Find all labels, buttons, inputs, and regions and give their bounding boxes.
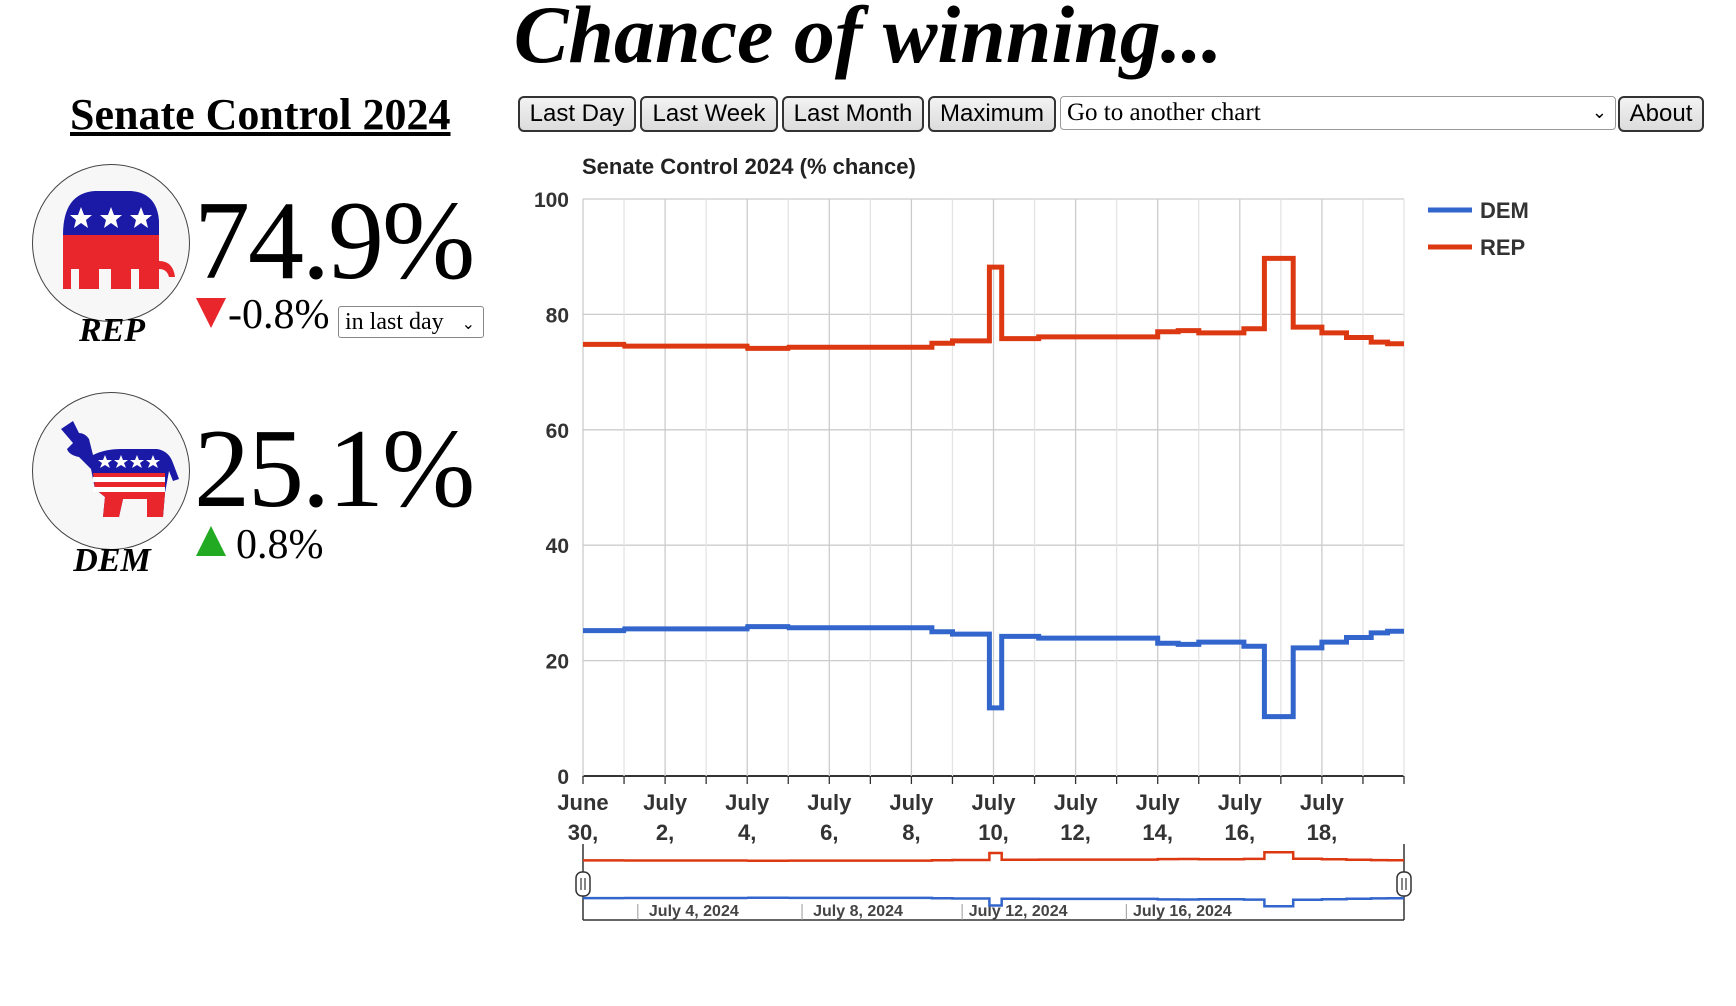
rep-change: -0.8% (228, 292, 330, 338)
y-tick-label: 40 (546, 535, 569, 558)
series-line-rep (583, 255, 1404, 351)
navigator-date-label: July 16, 2024 (1133, 903, 1232, 920)
up-arrow-icon (196, 526, 226, 556)
chevron-down-icon: ⌄ (1591, 102, 1607, 123)
dem-label: DEM (73, 542, 151, 579)
x-tick-label: July (643, 790, 688, 815)
x-tick-label: July (971, 790, 1016, 815)
last-month-button[interactable]: Last Month (782, 96, 924, 132)
x-tick-label: July (889, 790, 934, 815)
x-tick-label-line2: 14, (1142, 820, 1173, 845)
chart-title: Senate Control 2024 (% chance) (582, 154, 916, 179)
market-title[interactable]: Senate Control 2024 (70, 90, 451, 139)
y-tick-label: 100 (534, 189, 569, 212)
x-tick-label-line2: 18, (1307, 820, 1338, 845)
dem-logo (32, 392, 190, 550)
series-line-dem (583, 624, 1404, 720)
y-tick-label: 0 (557, 766, 569, 789)
rep-label: REP (78, 312, 146, 349)
dem-change: 0.8% (236, 522, 324, 568)
range-navigator[interactable]: July 4, 2024 July 8, 2024 July 12, 2024 Jul… (575, 844, 1412, 921)
navigator-left-handle[interactable] (575, 871, 591, 897)
y-tick-label: 20 (546, 651, 569, 674)
navigator-date-label: July 8, 2024 (813, 903, 903, 920)
rep-logo (32, 164, 190, 322)
navigator-right-handle[interactable] (1396, 871, 1412, 897)
x-tick-label: July (1218, 790, 1263, 815)
x-tick-label-line2: 10, (978, 820, 1009, 845)
x-tick-label: July (1136, 790, 1181, 815)
last-week-button[interactable]: Last Week (640, 96, 778, 132)
change-period-select[interactable]: in last day ⌄ (338, 306, 484, 338)
x-tick-label: July (1300, 790, 1345, 815)
chart-legend: DEM REP (1428, 198, 1529, 260)
legend-label: REP (1480, 235, 1525, 260)
legend-label: DEM (1480, 198, 1529, 223)
y-tick-label: 80 (546, 304, 569, 327)
x-tick-label-line2: 30, (568, 820, 599, 845)
x-tick-label-line2: 4, (738, 820, 756, 845)
x-tick-label-line2: 2, (656, 820, 674, 845)
goto-chart-value: Go to another chart (1067, 99, 1261, 126)
rep-percent: 74.9% (194, 179, 475, 303)
maximum-button[interactable]: Maximum (928, 96, 1056, 132)
x-tick-label: June (557, 790, 608, 815)
x-tick-label-line2: 16, (1225, 820, 1256, 845)
y-tick-label: 60 (546, 420, 569, 443)
chevron-down-icon: ⌄ (461, 314, 475, 333)
x-tick-label-line2: 8, (902, 820, 920, 845)
x-axis-ticks: June 30, July 2, July 4, July 6, July 8, July 10, Ju… (557, 790, 1344, 845)
goto-chart-select[interactable]: Go to another chart ⌄ (1060, 96, 1616, 130)
down-arrow-icon (196, 298, 226, 328)
dem-percent: 25.1% (194, 407, 475, 531)
last-day-button[interactable]: Last Day (518, 96, 636, 132)
republican-elephant-icon (63, 191, 175, 289)
navigator-date-label: July 12, 2024 (969, 903, 1068, 920)
x-tick-label-line2: 6, (820, 820, 838, 845)
x-tick-label: July (725, 790, 770, 815)
y-axis-ticks: 0 20 40 60 80 100 (534, 189, 569, 789)
navigator-line-dem (583, 896, 1404, 908)
x-tick-label: July (807, 790, 852, 815)
chart-grid (582, 198, 1405, 784)
navigator-line-rep (583, 850, 1404, 862)
chart-series (583, 255, 1404, 720)
x-tick-label: July (1054, 790, 1099, 815)
navigator-date-label: July 4, 2024 (649, 903, 739, 920)
about-button[interactable]: About (1618, 96, 1704, 132)
page-headline: Chance of winning... (513, 0, 1223, 80)
period-select-value: in last day (345, 309, 444, 335)
x-tick-label-line2: 12, (1060, 820, 1091, 845)
democratic-donkey-icon (61, 421, 179, 517)
